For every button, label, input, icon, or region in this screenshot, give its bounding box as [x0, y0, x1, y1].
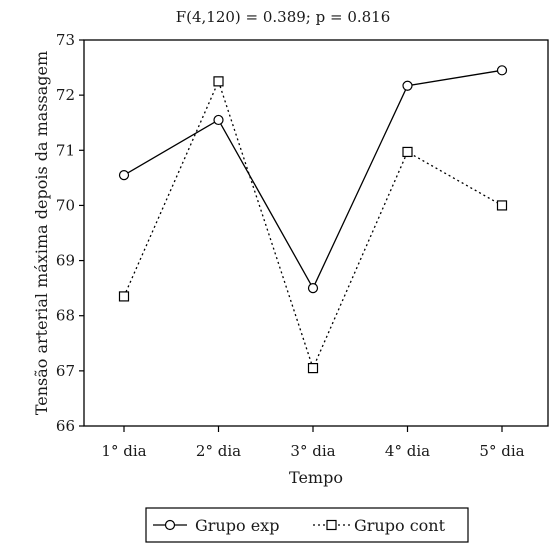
legend-marker-cont [327, 521, 336, 530]
y-tick-label: 71 [56, 141, 75, 159]
x-tick-label: 5° dia [479, 442, 524, 460]
y-axis: 66 67 68 69 70 71 72 73 [56, 31, 84, 435]
y-tick-label: 72 [56, 86, 75, 104]
x-tick-label: 4° dia [385, 442, 430, 460]
x-tick-label: 3° dia [290, 442, 335, 460]
x-tick-label: 2° dia [196, 442, 241, 460]
data-point [403, 81, 412, 90]
y-tick-label: 69 [56, 252, 75, 270]
data-point [498, 66, 507, 75]
x-tick-label: 1° dia [101, 442, 146, 460]
legend-label-exp: Grupo exp [195, 516, 279, 535]
series-layer [120, 66, 507, 373]
data-point [309, 364, 318, 373]
y-tick-label: 73 [56, 31, 75, 49]
data-point [214, 115, 223, 124]
y-tick-label: 70 [56, 196, 75, 214]
data-point [120, 292, 129, 301]
legend-label-cont: Grupo cont [354, 516, 446, 535]
data-point [403, 147, 412, 156]
series-line-1 [124, 81, 502, 368]
y-tick-label: 66 [56, 417, 75, 435]
x-axis: 1° dia 2° dia 3° dia 4° dia 5° dia [101, 426, 524, 460]
legend: Grupo exp Grupo cont [146, 508, 468, 542]
y-tick-label: 67 [56, 362, 75, 380]
legend-marker-exp [166, 521, 175, 530]
data-point [214, 77, 223, 86]
x-axis-title: Tempo [289, 468, 343, 487]
data-point [309, 284, 318, 293]
y-axis-title: Tensão arterial máxima depois da massage… [32, 51, 51, 415]
series-line-0 [124, 70, 502, 288]
chart-title: F(4,120) = 0.389; p = 0.816 [176, 8, 391, 26]
data-point [120, 171, 129, 180]
y-tick-label: 68 [56, 307, 75, 325]
data-point [498, 201, 507, 210]
